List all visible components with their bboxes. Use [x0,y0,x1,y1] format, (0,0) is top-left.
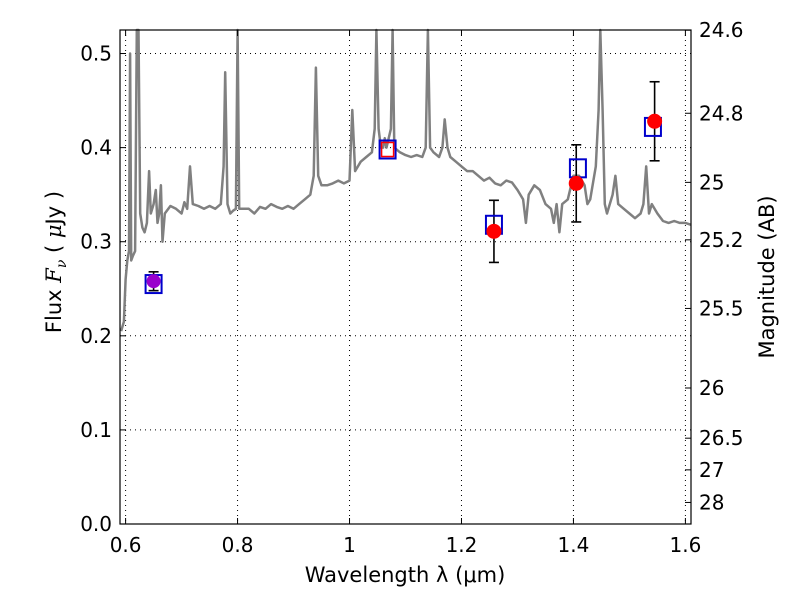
x-tick-label: 1.4 [558,533,590,557]
plot-frame [119,29,692,525]
right-tick-label: 28 [699,490,724,514]
x-axis-title: Wavelength λ (μm) [305,563,506,587]
right-tick-label: 25.2 [699,228,744,252]
tick-layer: 0.6 0.8 1 1.2 1.4 1.6 0.0 0.1 0.2 0.3 0.4 0.5 24.6 24… [80,18,743,557]
observed-flux-point [146,274,161,289]
y-tick-label: 0.1 [80,418,112,442]
right-tick-label: 25 [699,170,724,194]
grid [120,30,691,525]
y-tick-label: 0.3 [80,230,112,254]
x-tick-label: 1 [343,533,356,557]
template-spectrum-line [119,28,692,332]
right-tick-label: 24.6 [699,18,744,42]
y-tick-label: 0.2 [80,324,112,348]
data-points-layer [144,80,663,295]
y-tick-label: 0.4 [80,136,112,160]
right-axis-title: Magnitude (AB) [755,195,779,358]
y-tick-label: 0.0 [80,512,112,536]
template-spectrum-layer [119,28,692,332]
observed-flux-point [568,175,584,191]
observed-flux-point [486,223,502,239]
y-tick-label: 0.5 [80,42,112,66]
right-tick-label: 24.8 [699,101,744,125]
right-tick-label: 26.5 [699,426,744,450]
x-tick-label: 1.2 [446,533,478,557]
y-axis-title: Flux Fν ( μJy ) [42,191,70,333]
model-flux-square [378,139,397,160]
right-tick-label: 27 [699,458,724,482]
x-tick-label: 0.8 [222,533,254,557]
right-tick-label: 25.5 [699,296,744,320]
observed-flux-point [647,113,663,129]
observed-flux-point [380,141,395,158]
right-tick-label: 26 [699,376,724,400]
x-tick-label: 0.6 [110,533,142,557]
x-tick-label: 1.6 [669,533,701,557]
